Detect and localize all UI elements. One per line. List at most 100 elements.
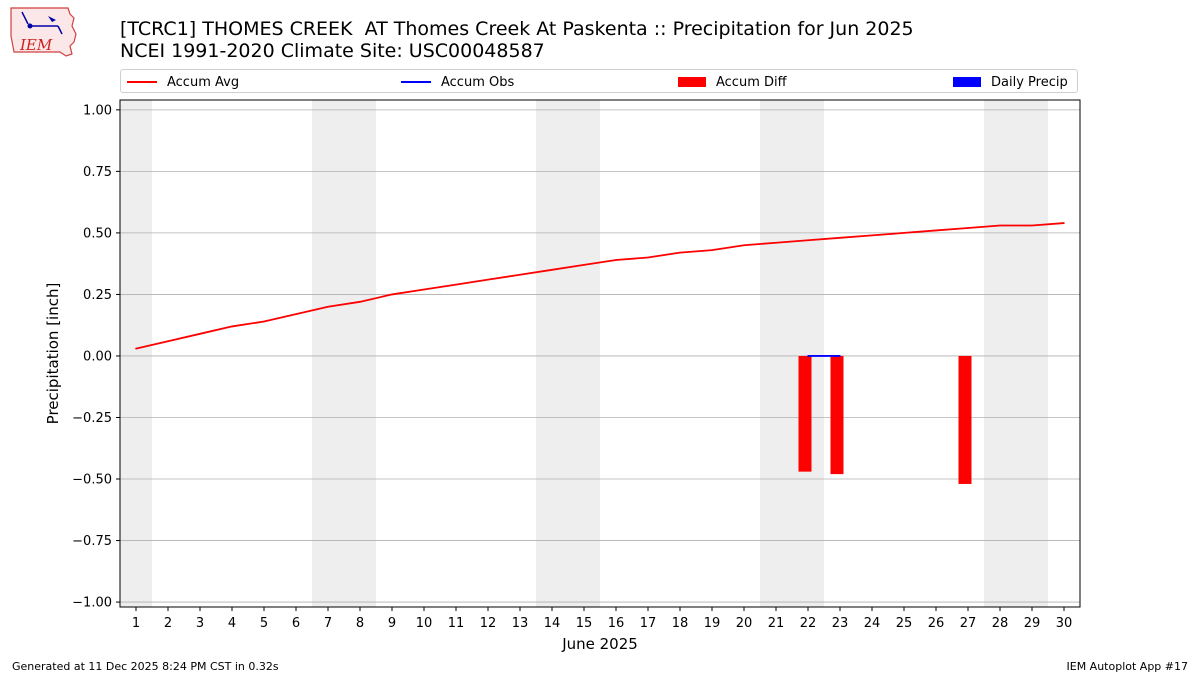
weekend-band-2 [536,100,600,607]
legend-item-accum-obs: Accum Obs [401,70,514,94]
iem-logo: IEM [8,6,80,58]
x-tick-label-13: 14 [544,616,561,631]
y-tick-label-0: −1.00 [72,596,112,611]
iem-logo-graphic: IEM [10,7,77,57]
accum-avg-point-10 [455,283,457,286]
footer-generated: Generated at 11 Dec 2025 8:24 PM CST in … [12,660,279,673]
legend: Accum Avg Accum Obs Accum Diff Daily Pre… [120,69,1078,93]
legend-label-accum-avg: Accum Avg [167,74,240,90]
legend-swatch-daily-precip [953,77,981,87]
x-tick-label-15: 16 [608,616,625,631]
accum-avg-point-2 [199,333,201,335]
accum-avg-point-14 [583,264,585,266]
y-tick-label-8: 1.00 [83,103,112,118]
x-tick-label-16: 17 [640,616,657,631]
weekend-band-0 [120,100,152,607]
accum-avg-point-16 [647,256,649,259]
x-tick-label-20: 21 [768,616,785,631]
accum-avg-point-22 [839,237,841,239]
accum-avg-point-27 [999,224,1001,227]
accum-avg-point-7 [359,301,361,303]
x-tick-label-26: 27 [960,616,977,631]
x-tick-label-10: 11 [448,616,465,631]
x-tick-label-11: 12 [480,616,497,631]
x-tick-label-5: 6 [292,616,300,631]
x-tick-label-7: 8 [356,616,364,631]
accum-avg-point-29 [1063,222,1065,224]
x-tick-label-6: 7 [324,616,332,631]
x-tick-label-4: 5 [260,616,268,631]
x-tick-label-1: 2 [164,616,172,631]
weekend-band-4 [984,100,1048,607]
accum-avg-point-28 [1031,224,1033,227]
x-tick-label-14: 15 [576,616,593,631]
legend-item-accum-diff: Accum Diff [678,70,787,94]
y-tick-label-6: 0.50 [83,226,112,241]
legend-label-daily-precip: Daily Precip [991,74,1068,90]
accum-avg-line [135,222,1065,350]
legend-swatch-accum-obs [401,81,431,83]
x-tick-label-27: 28 [992,616,1009,631]
x-tick-label-0: 1 [132,616,140,631]
legend-label-accum-diff: Accum Diff [716,74,787,90]
x-tick-label-22: 23 [832,616,849,631]
accum-diff-bar-1 [830,355,844,475]
x-tick-label-17: 18 [672,616,689,631]
x-tick-label-23: 24 [864,616,881,631]
accum-avg-point-1 [167,340,169,342]
y-tick-label-3: −0.25 [72,411,112,426]
accum-avg-point-26 [967,227,969,229]
y-tick-label-4: 0.00 [83,349,112,364]
x-tick-label-9: 10 [416,616,433,631]
x-tick-label-24: 25 [896,616,913,631]
legend-swatch-accum-diff [678,77,706,87]
legend-item-accum-avg: Accum Avg [127,70,239,94]
x-tick-label-2: 3 [196,616,204,631]
accum-avg-point-20 [775,241,777,244]
accum-avg-point-13 [551,269,553,271]
accum-obs-point-0 [807,355,809,357]
x-tick-label-12: 13 [512,616,529,631]
x-tick-label-21: 22 [800,616,817,631]
accum-avg-point-19 [743,244,745,247]
accum-avg-point-11 [487,278,489,281]
accum-avg-point-15 [615,259,617,261]
x-tick-label-8: 9 [388,616,396,631]
legend-item-daily-precip: Daily Precip [953,70,1068,94]
x-tick-label-18: 19 [704,616,721,631]
weekend-band-1 [312,100,376,607]
accum-avg-point-6 [327,305,329,308]
accum-avg-point-0 [135,347,137,350]
chart-subtitle: NCEI 1991-2020 Climate Site: USC00048587 [120,40,545,62]
footer-app: IEM Autoplot App #17 [1066,660,1189,673]
y-tick-label-5: 0.25 [83,288,112,303]
plot-frame [119,99,1081,608]
accum-obs-point-1 [839,355,841,357]
weekend-band-3 [760,100,824,607]
accum-avg-point-18 [711,249,713,251]
y-axis-label: Precipitation [inch] [44,283,62,425]
accum-avg-point-23 [871,234,873,237]
accum-avg-point-8 [391,293,393,296]
y-tick-label-1: −0.75 [72,534,112,549]
accum-avg-point-17 [679,251,681,254]
accum-avg-point-5 [295,313,297,315]
accum-diff-bar-0 [798,355,812,472]
accum-avg-point-24 [903,232,905,234]
accum-avg-point-21 [807,239,809,242]
x-axis-label: June 2025 [561,635,638,653]
legend-label-accum-obs: Accum Obs [441,74,515,90]
x-tick-label-28: 29 [1024,616,1041,631]
accum-avg-point-25 [935,229,937,232]
accum-avg-point-9 [423,288,425,291]
iem-logo-text: IEM [19,36,53,54]
x-tick-label-3: 4 [228,616,236,631]
x-tick-label-19: 20 [736,616,753,631]
y-tick-label-2: −0.50 [72,473,112,488]
x-tick-label-29: 30 [1056,616,1073,631]
accum-avg-point-12 [519,273,521,276]
chart-title: [TCRC1] THOMES CREEK AT Thomes Creek At … [120,18,914,40]
legend-swatch-accum-avg [127,81,157,83]
y-tick-label-7: 0.75 [83,165,112,180]
